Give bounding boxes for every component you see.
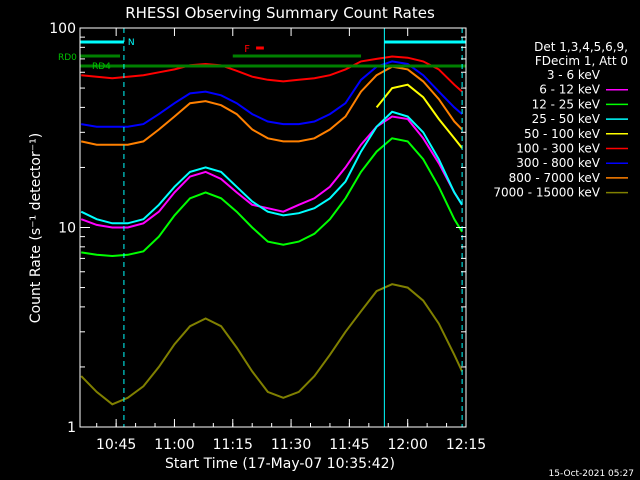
- x-tick-label-2: 11:15: [213, 437, 253, 453]
- legend-label-4: 50 - 100 keV: [524, 127, 601, 141]
- series-line-800-7000-kev: [80, 65, 463, 146]
- x-tick-label-0: 10:45: [96, 437, 136, 453]
- axis-layer: 10:45 11:00 11:15 11:30 11:45 12:00 12:15 1 10 10…: [49, 21, 486, 453]
- series-line-6-12-kev: [80, 115, 463, 229]
- legend-label-5: 100 - 300 keV: [516, 142, 600, 156]
- x-tick-label-1: 11:00: [154, 437, 194, 453]
- legend-label-3: 25 - 50 keV: [532, 112, 601, 126]
- y-tick-label-0: 1: [67, 420, 76, 436]
- legend-label-6: 300 - 800 keV: [516, 156, 600, 170]
- series-line-3-6-kev: [80, 175, 463, 306]
- series-line-100-300-kev: [81, 55, 463, 93]
- series-line-12-25-kev: [81, 137, 463, 258]
- series-line-300-800-kev: [81, 60, 463, 128]
- x-tick-label-5: 12:00: [388, 437, 428, 453]
- legend-label-0: 3 - 6 keV: [547, 68, 601, 82]
- x-tick-label-3: 11:30: [271, 437, 311, 453]
- flare-label: F: [244, 44, 250, 55]
- series-line-25-50-kev: [80, 110, 463, 225]
- legend-header-line-2: FDecim 1, Att 0: [535, 54, 628, 68]
- timestamp: 15-Oct-2021 05:27: [549, 469, 634, 479]
- legend: Det 1,3,4,5,6,9, FDecim 1, Att 0 3 - 6 k…: [493, 40, 628, 200]
- legend-label-7: 800 - 7000 keV: [509, 171, 601, 185]
- series-line-50-100-kev: [375, 83, 463, 149]
- y-tick-label-2: 100: [49, 21, 76, 37]
- legend-label-8: 7000 - 15000 keV: [493, 186, 600, 200]
- night-label: N: [128, 38, 135, 48]
- series-line-7000-15000-kev: [80, 283, 464, 406]
- y-tick-label-1: 10: [58, 221, 76, 237]
- legend-label-2: 12 - 25 keV: [532, 97, 601, 111]
- rd4-label: RD4: [92, 62, 111, 72]
- y-axis-label: Count Rate (s⁻¹ detector⁻¹): [28, 133, 44, 323]
- rd0-label: RD0: [58, 53, 77, 63]
- legend-header-line-1: Det 1,3,4,5,6,9,: [534, 40, 628, 54]
- x-tick-label-6: 12:15: [446, 437, 486, 453]
- series-layer: [80, 55, 464, 406]
- legend-label-1: 6 - 12 keV: [539, 83, 601, 97]
- x-tick-label-4: 11:45: [329, 437, 369, 453]
- chart-title: RHESSI Observing Summary Count Rates: [125, 4, 435, 22]
- x-axis-label: Start Time (17-May-07 10:35:42): [165, 456, 395, 472]
